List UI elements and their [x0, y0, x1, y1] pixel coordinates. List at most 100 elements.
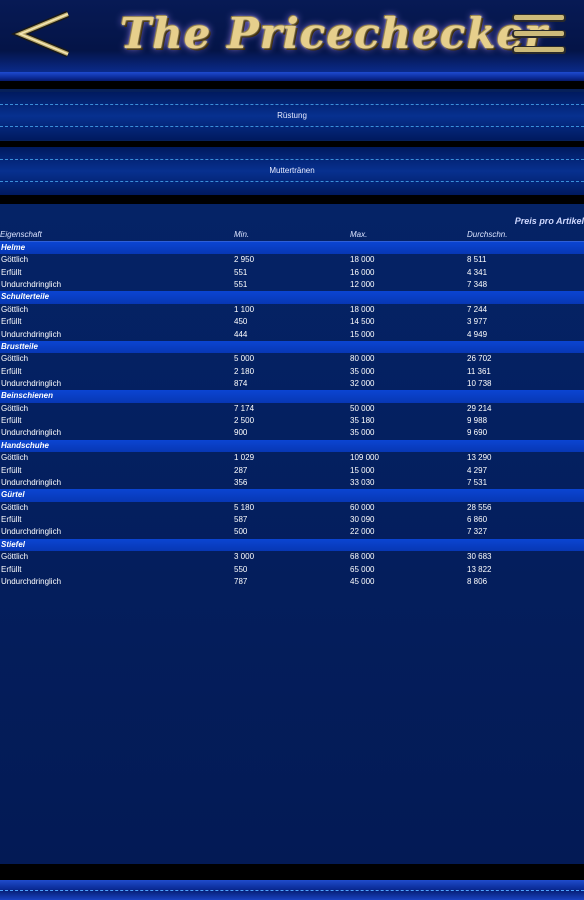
- cell-max: 33 030: [350, 477, 375, 487]
- cell-average: 29 214: [467, 403, 492, 413]
- app-header: The Pricechecker: [0, 0, 584, 72]
- group-header-row: Stiefel: [0, 538, 584, 552]
- column-header-average: Durchschn.: [467, 230, 508, 239]
- cell-min: 356: [234, 477, 248, 487]
- cell-min: 2 500: [234, 416, 255, 426]
- table-row: Göttlich 5 000 80 000 26 702: [0, 353, 584, 365]
- cell-average: 11 361: [467, 366, 491, 376]
- footer-band: [0, 880, 584, 900]
- cell-property: Undurchdringlich: [1, 329, 62, 339]
- back-chevron-icon: [10, 10, 70, 58]
- cell-property: Undurchdringlich: [1, 280, 62, 290]
- app-title: The Pricechecker: [120, 9, 548, 58]
- breadcrumb-category[interactable]: Rüstung: [0, 92, 584, 140]
- cell-min: 874: [234, 379, 248, 389]
- group-header-row: Brustteile: [0, 340, 584, 354]
- cell-average: 28 556: [467, 502, 492, 512]
- cell-property: Erfüllt: [1, 416, 22, 426]
- cell-max: 12 000: [350, 280, 375, 290]
- cell-max: 15 000: [350, 329, 375, 339]
- cell-property: Erfüllt: [1, 317, 22, 327]
- cell-property: Undurchdringlich: [1, 477, 62, 487]
- table-row: Göttlich 2 950 18 000 8 511: [0, 254, 584, 266]
- table-row: Undurchdringlich 551 12 000 7 348: [0, 279, 584, 291]
- cell-property: Undurchdringlich: [1, 428, 62, 438]
- header-accent-band: [0, 72, 584, 81]
- cell-average: 8 511: [467, 255, 487, 265]
- cell-average: 4 949: [467, 329, 488, 339]
- cell-average: 13 290: [467, 453, 492, 463]
- table-row: Erfüllt 2 180 35 000 11 361: [0, 366, 584, 378]
- cell-property: Erfüllt: [1, 564, 22, 574]
- cell-property: Erfüllt: [1, 267, 22, 277]
- cell-average: 9 690: [467, 428, 488, 438]
- table-row: Erfüllt 550 65 000 13 822: [0, 564, 584, 576]
- table-row: Göttlich 5 180 60 000 28 556: [0, 502, 584, 514]
- table-row: Undurchdringlich 874 32 000 10 738: [0, 378, 584, 390]
- cell-property: Göttlich: [1, 453, 29, 463]
- cell-min: 587: [234, 515, 248, 525]
- column-header-min: Min.: [234, 230, 250, 239]
- cell-property: Göttlich: [1, 403, 29, 413]
- table-row: Erfüllt 450 14 500 3 977: [0, 316, 584, 328]
- cell-max: 35 180: [350, 416, 375, 426]
- table-row: Göttlich 1 100 18 000 7 244: [0, 304, 584, 316]
- table-row: Erfüllt 551 16 000 4 341: [0, 267, 584, 279]
- breadcrumb-subcategory[interactable]: Muttertränen: [0, 147, 584, 195]
- category-label: Rüstung: [277, 111, 307, 120]
- cell-max: 30 090: [350, 515, 375, 525]
- cell-average: 3 977: [467, 317, 488, 327]
- cell-min: 787: [234, 576, 248, 586]
- cell-min: 3 000: [234, 552, 255, 562]
- cell-average: 7 244: [467, 304, 488, 314]
- subcategory-label: Muttertränen: [269, 166, 315, 175]
- column-header-max: Max.: [350, 230, 368, 239]
- cell-max: 18 000: [350, 304, 375, 314]
- cell-max: 68 000: [350, 552, 375, 562]
- table-body: Helme Göttlich 2 950 18 000 8 511 Erfüllt 551 1…: [0, 242, 584, 588]
- cell-average: 10 738: [467, 379, 492, 389]
- cell-min: 500: [234, 527, 248, 537]
- footer-divider: [0, 864, 584, 880]
- group-header-row: Beinschienen: [0, 390, 584, 403]
- cell-max: 35 000: [350, 428, 375, 438]
- cell-property: Undurchdringlich: [1, 379, 62, 389]
- group-header-row: Helme: [0, 242, 584, 255]
- cell-average: 4 297: [467, 465, 488, 475]
- price-table: Preis pro Artikel Eigenschaft Min. Max. …: [0, 204, 584, 864]
- cell-max: 15 000: [350, 465, 375, 475]
- menu-icon: [512, 14, 566, 54]
- table-row: Göttlich 1 029 109 000 13 290: [0, 452, 584, 464]
- table-row: Undurchdringlich 787 45 000 8 806: [0, 576, 584, 588]
- menu-button[interactable]: [508, 8, 572, 60]
- table-row: Erfüllt 2 500 35 180 9 988: [0, 415, 584, 427]
- back-button[interactable]: [10, 6, 80, 62]
- cell-max: 14 500: [350, 317, 375, 327]
- table-row: Göttlich 3 000 68 000 30 683: [0, 551, 584, 563]
- cell-min: 550: [234, 564, 248, 574]
- cell-property: Erfüllt: [1, 465, 22, 475]
- cell-property: Göttlich: [1, 502, 29, 512]
- cell-min: 551: [234, 280, 248, 290]
- group-header-row: Handschuhe: [0, 439, 584, 453]
- cell-min: 5 000: [234, 354, 255, 364]
- group-header-row: Gürtel: [0, 489, 584, 502]
- cell-min: 2 180: [234, 366, 255, 376]
- table-row: Undurchdringlich 900 35 000 9 690: [0, 427, 584, 439]
- column-header-property: Eigenschaft: [0, 230, 42, 239]
- cell-property: Göttlich: [1, 552, 29, 562]
- cell-min: 7 174: [234, 403, 255, 413]
- cell-average: 6 860: [467, 515, 488, 525]
- cell-min: 900: [234, 428, 248, 438]
- cell-max: 45 000: [350, 576, 375, 586]
- cell-min: 444: [234, 329, 248, 339]
- cell-average: 13 822: [467, 564, 492, 574]
- cell-max: 65 000: [350, 564, 375, 574]
- cell-max: 32 000: [350, 379, 375, 389]
- cell-average: 7 327: [467, 527, 488, 537]
- cell-average: 26 702: [467, 354, 492, 364]
- table-row: Erfüllt 287 15 000 4 297: [0, 465, 584, 477]
- cell-average: 7 348: [467, 280, 488, 290]
- cell-max: 80 000: [350, 354, 375, 364]
- cell-average: 30 683: [467, 552, 492, 562]
